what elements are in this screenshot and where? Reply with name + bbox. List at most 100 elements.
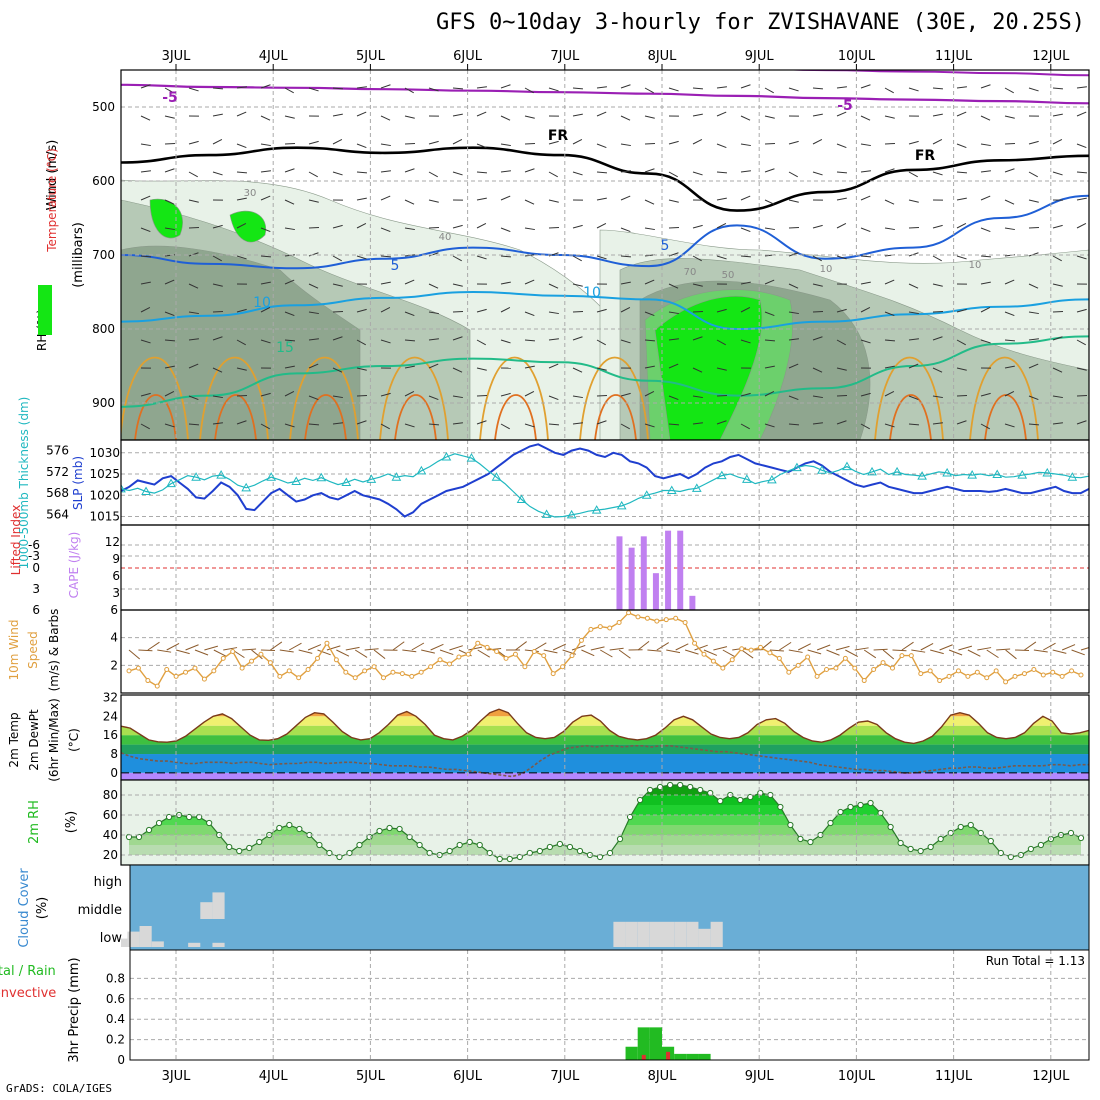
top-date-label: 12JUL [1032, 49, 1070, 64]
bottom-date-label: 8JUL [648, 1069, 678, 1084]
precip-legend-convective: Convective [0, 986, 56, 1001]
wind-barb [644, 168, 655, 173]
wind-barb [308, 363, 319, 369]
wind-barb [404, 311, 415, 317]
wind-barb [1004, 391, 1015, 397]
wind-barb [1028, 283, 1039, 289]
top-date-label: 8JUL [648, 49, 678, 64]
wind-barb-10m [967, 649, 981, 657]
wind-speed-marker [324, 640, 330, 646]
wind-barb [260, 195, 271, 201]
temperature-band [121, 735, 1089, 745]
wind-barb [548, 226, 560, 229]
wind-barb [956, 367, 967, 371]
wind-speed-marker [889, 665, 895, 671]
temperature-legend-label: Temperature (°C) [45, 148, 59, 253]
wind-barb [1004, 168, 1015, 173]
wind-barb [692, 224, 703, 229]
rh-marker [516, 853, 523, 861]
wind-barb [980, 143, 991, 147]
wind-barb [812, 310, 824, 313]
thickness-line [121, 453, 1089, 518]
wind-barb [644, 339, 656, 342]
cape-bar [94, 576, 100, 610]
rh-marker [155, 819, 163, 827]
thickness-marker [842, 461, 852, 471]
wind-barb [932, 224, 943, 229]
wind-barb [524, 339, 536, 342]
wind-barb [764, 142, 776, 145]
wind-barb-10m [543, 649, 558, 654]
wind-speed-marker [597, 624, 603, 630]
wind-speed-marker [635, 614, 641, 620]
wind-barb [836, 171, 848, 174]
thickness-marker [291, 476, 302, 485]
wind-barb [1076, 420, 1087, 425]
rh-marker [957, 823, 964, 831]
rh-marker [145, 826, 153, 834]
wind-speed-marker [465, 651, 471, 657]
wind-speed-marker [673, 615, 679, 621]
wind-speed-marker [239, 665, 245, 671]
wind-speed-marker [993, 668, 999, 674]
wind-barb [620, 392, 631, 397]
wind-barb [572, 255, 582, 262]
wind-barb [1052, 224, 1063, 229]
wind-barb [356, 308, 367, 313]
wind-barb [476, 86, 487, 89]
wind-barb [212, 87, 224, 90]
rh-marker [296, 825, 303, 833]
wind-speed-marker [1021, 671, 1027, 677]
wind-barb-10m [1052, 649, 1067, 654]
wind-barb-10m [552, 643, 567, 651]
wind-barb [1004, 142, 1016, 145]
wind-barb [980, 195, 991, 201]
wind-barb [188, 395, 199, 401]
rh-marker [697, 786, 704, 794]
top-date-label: 11JUL [935, 49, 973, 64]
wind-barb [764, 227, 775, 231]
cloud-low-bar [151, 941, 164, 947]
wind-speed-marker [701, 651, 707, 657]
wind-barb-10m [977, 647, 992, 651]
wind-barb [284, 279, 295, 285]
wind-barb [980, 392, 991, 397]
cape-tick-label: 6 [112, 569, 120, 583]
rh-marker [737, 796, 744, 804]
precip-total-bar [625, 1046, 638, 1060]
wind-speed-marker [786, 669, 792, 675]
cloud-level-label: low [100, 931, 123, 946]
isotherm-hot [304, 394, 347, 440]
wind-barb [836, 255, 847, 260]
wind-barb [356, 171, 368, 174]
rh-marker [797, 835, 804, 843]
wind-barb [428, 423, 440, 426]
wind-barb [1076, 111, 1087, 117]
thickness-marker [266, 472, 277, 481]
wind-barb-10m [892, 649, 907, 652]
wind-speed-marker [692, 640, 698, 646]
wind-barb [860, 84, 871, 89]
wind-barb [428, 87, 439, 92]
rh-marker [336, 853, 343, 861]
wind-speed-marker [626, 610, 632, 616]
wind-barb [236, 308, 247, 313]
wind-barb [308, 140, 319, 145]
wind-barb [812, 367, 823, 373]
wind-barb [284, 339, 296, 342]
cloud-low-bar [613, 921, 626, 947]
wind-barb [1076, 308, 1087, 313]
rh-marker [887, 823, 894, 831]
wind-barb [524, 279, 535, 285]
wind-barb [908, 199, 919, 203]
wind-speed-marker [1059, 673, 1065, 679]
wind-barb [596, 394, 608, 397]
wind-barb [620, 143, 631, 147]
isotherm-hot [134, 394, 177, 440]
wind-speed-marker [644, 615, 650, 621]
thickness-marker [1042, 467, 1053, 477]
wind-barb [788, 87, 799, 92]
wind-barb [620, 255, 632, 258]
wind-barb [980, 170, 991, 173]
wind-barb [836, 394, 848, 397]
